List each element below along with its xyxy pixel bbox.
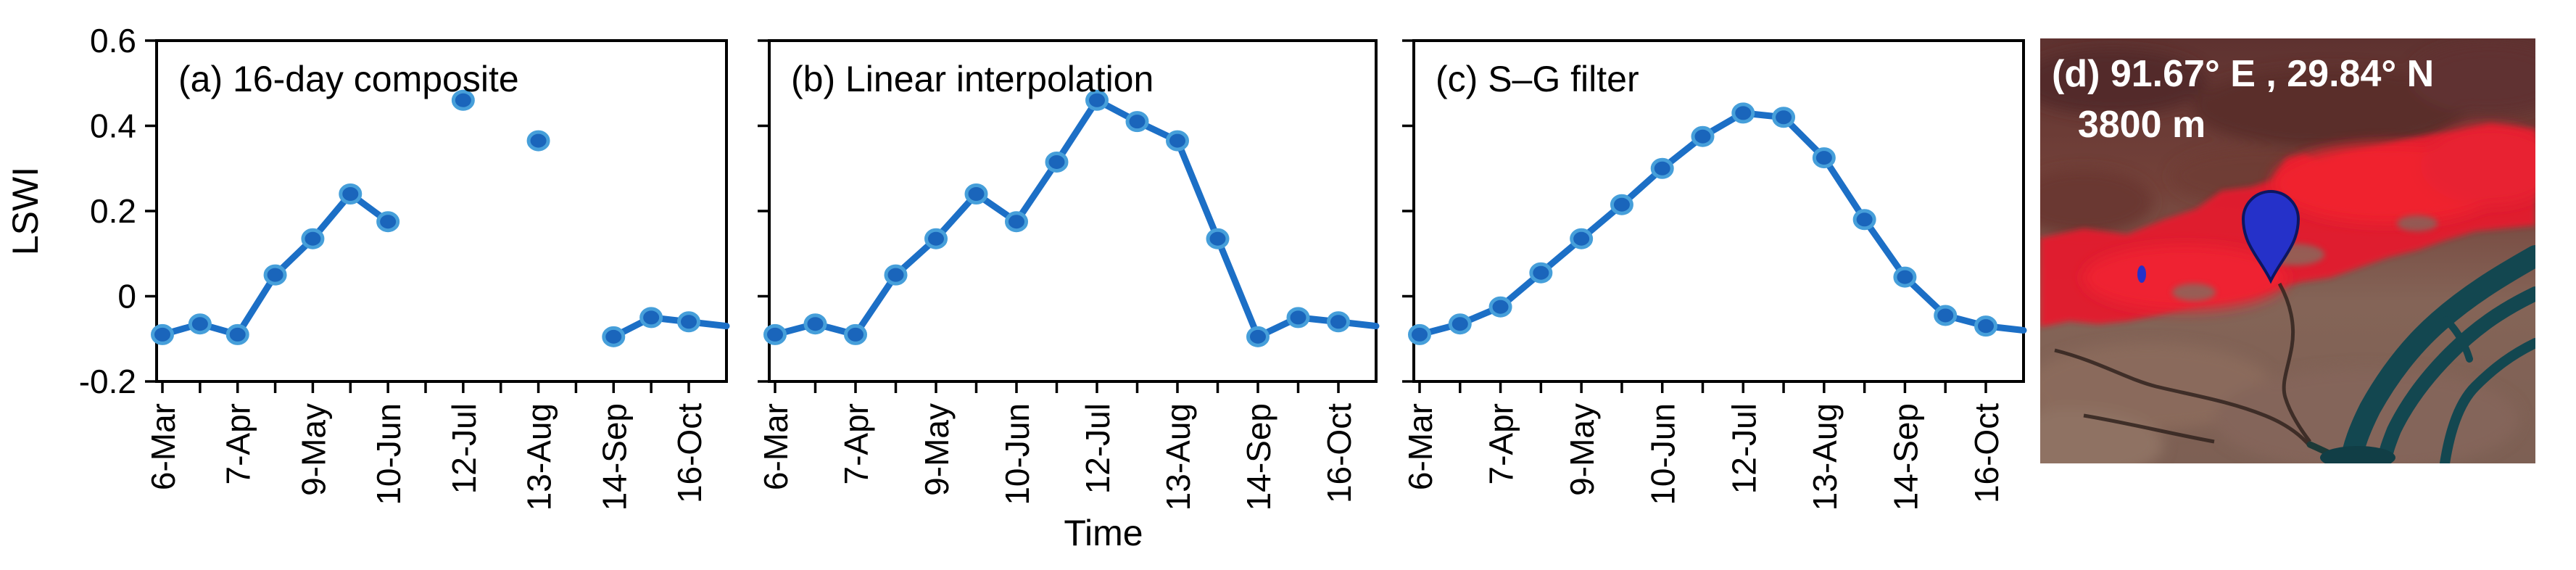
data-point <box>884 264 908 286</box>
data-line <box>771 96 1380 340</box>
data-point <box>526 130 550 152</box>
data-point <box>1691 125 1715 147</box>
data-point <box>1852 209 1876 231</box>
data-point <box>1812 147 1836 169</box>
x-tick-label: 12-Jul <box>1725 403 1763 494</box>
data-point <box>1893 266 1917 288</box>
x-tick-label: 14-Sep <box>1887 403 1924 511</box>
data-point <box>1125 111 1149 133</box>
x-tick-label: 14-Sep <box>1240 403 1277 511</box>
data-point <box>225 323 249 345</box>
data-point <box>1731 102 1755 124</box>
chart-c: 6-Mar 7-Apr 9-May 10-Jun 12-Jul 13-Aug 14-Sep 1… <box>1401 39 2027 511</box>
map-small-marker-icon <box>2137 265 2146 283</box>
data-point <box>1327 311 1350 333</box>
location-pin-icon <box>2241 190 2300 284</box>
data-point <box>1206 228 1230 249</box>
x-tick-label: 10-Jun <box>1644 403 1682 505</box>
chart-b: 6-Mar 7-Apr 9-May 10-Jun 12-Jul 13-Aug 14-Sep 1… <box>757 39 1380 511</box>
data-point <box>263 264 287 286</box>
data-point <box>1974 315 1997 337</box>
map-river-pool <box>2320 446 2395 463</box>
data-point <box>1166 130 1189 152</box>
satellite-map-panel: (d) 91.67° E , 29.84° N 3800 m <box>2040 38 2535 463</box>
data-line <box>610 314 730 340</box>
data-point <box>1246 326 1270 347</box>
data-point <box>964 183 988 205</box>
data-line <box>159 191 392 338</box>
x-tick-label: 13-Aug <box>1806 403 1844 511</box>
x-axis-title: Time <box>1064 513 1143 553</box>
data-point <box>301 228 325 249</box>
x-tick-label: 14-Sep <box>595 403 633 511</box>
satellite-image <box>2040 38 2535 463</box>
data-point <box>639 307 663 329</box>
data-point <box>1772 107 1796 128</box>
data-point <box>1488 296 1512 318</box>
data-point <box>1085 89 1109 111</box>
data-point <box>602 326 626 347</box>
map-streams <box>2054 282 2311 447</box>
x-tick-label: 7-Apr <box>220 403 257 484</box>
data-point <box>1570 228 1594 249</box>
y-tick-label: 0 <box>117 278 136 315</box>
data-point <box>376 211 400 233</box>
data-point <box>1610 194 1633 215</box>
x-tick-label: 12-Jul <box>1079 403 1117 494</box>
data-point <box>1045 151 1069 173</box>
x-tick-label: 10-Jun <box>370 403 407 505</box>
data-point <box>151 323 174 345</box>
y-tick-label: 0.4 <box>90 107 136 145</box>
x-tick-label: 13-Aug <box>521 403 558 511</box>
y-axis-title: LSWI <box>5 167 46 255</box>
x-tick-label: 9-May <box>918 403 956 496</box>
y-tick-label: 0.2 <box>90 192 136 230</box>
charts-group: 0.60.40.20-0.26-Mar 7-Apr 9-May 10-Jun 12-Ju… <box>79 22 2027 511</box>
x-tick-label: 16-Oct <box>1320 403 1358 503</box>
chart-a: 0.6 0.4 0.2 0 -0.26-Mar 7-Apr 9-May 10-Jun 12-Ju… <box>79 22 730 511</box>
data-point <box>188 313 212 335</box>
x-tick-label: 13-Aug <box>1159 403 1197 511</box>
x-tick-label: 16-Oct <box>1968 403 2005 503</box>
map-coordinates-label: (d) 91.67° E , 29.84° N <box>2052 53 2434 95</box>
chart-b-title: (b) Linear interpolation <box>791 59 1154 99</box>
x-tick-label: 10-Jun <box>998 403 1036 505</box>
data-point <box>1408 323 1431 345</box>
map-river <box>2306 245 2535 463</box>
data-point <box>803 313 827 335</box>
data-point <box>1005 211 1028 233</box>
data-point <box>1448 313 1472 335</box>
x-tick-label: 9-May <box>1563 403 1601 496</box>
x-tick-label: 9-May <box>294 403 332 496</box>
data-point <box>763 323 787 345</box>
y-tick-label: -0.2 <box>79 363 136 400</box>
x-tick-label: 12-Jul <box>445 403 483 494</box>
data-point <box>677 311 700 333</box>
x-tick-label: 6-Mar <box>757 403 795 490</box>
data-point <box>1286 307 1310 329</box>
data-line <box>1416 110 2027 338</box>
data-point <box>924 228 948 249</box>
data-point <box>451 89 475 111</box>
chart-a-title: (a) 16-day composite <box>178 59 519 99</box>
x-tick-label: 7-Apr <box>837 403 875 484</box>
data-point <box>1934 305 1958 326</box>
x-tick-label: 6-Mar <box>144 403 182 490</box>
data-point <box>844 323 867 345</box>
data-point <box>339 183 363 205</box>
x-tick-label: 6-Mar <box>1401 403 1439 490</box>
y-tick-label: 0.6 <box>90 22 136 59</box>
data-point <box>1650 157 1674 179</box>
data-point <box>1529 262 1553 284</box>
x-tick-label: 7-Apr <box>1483 403 1520 484</box>
chart-c-title: (c) S–G filter <box>1436 59 1639 99</box>
map-elevation-label: 3800 m <box>2078 104 2206 146</box>
x-tick-label: 16-Oct <box>671 403 708 503</box>
